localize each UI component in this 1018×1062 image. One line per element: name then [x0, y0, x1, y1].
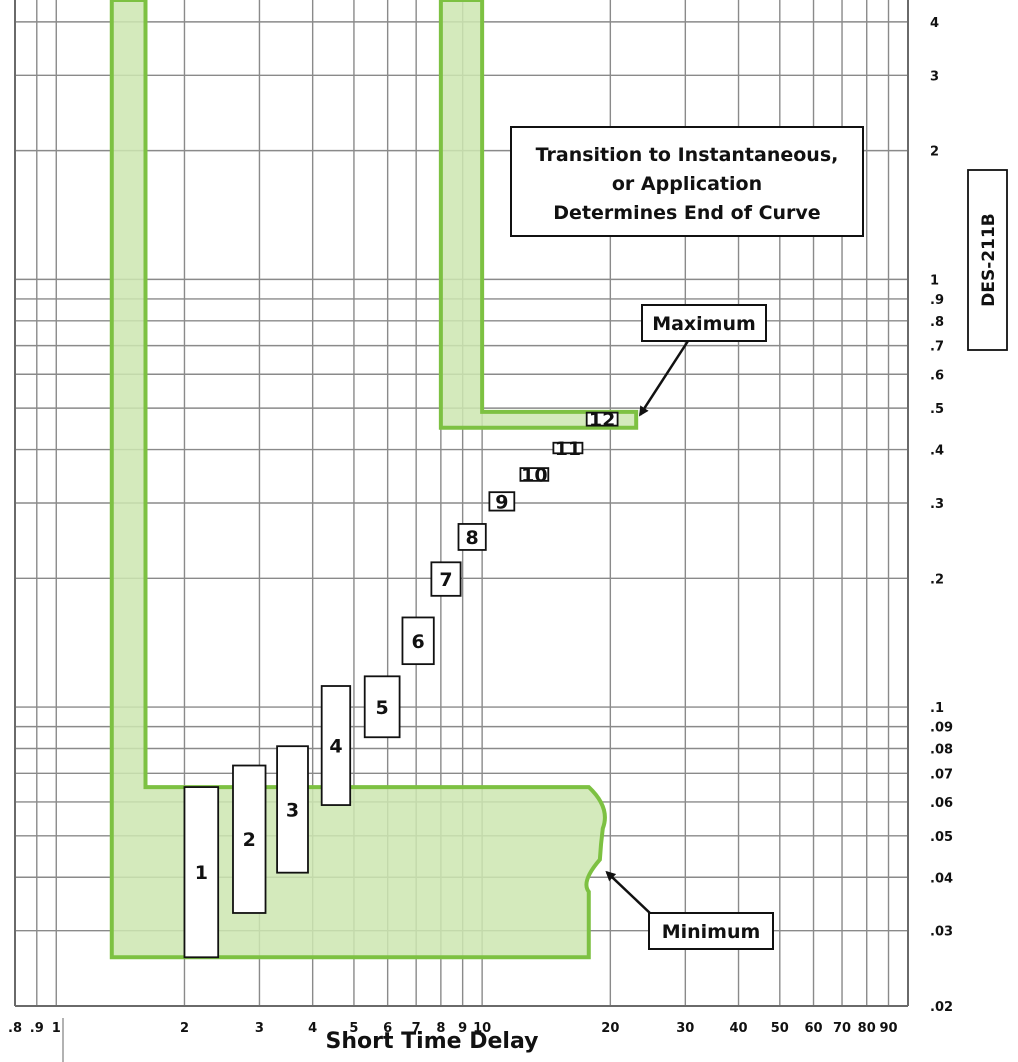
x-tick-label: 70	[833, 1021, 851, 1036]
setting-label-11: 11	[555, 438, 581, 460]
x-axis-ticks: .8 .9 1 2 3 4 5 6 7 8 9 10 20 30 40 50 60 70 80 90	[8, 1021, 898, 1036]
x-tick-label: 30	[676, 1021, 694, 1036]
x-tick-label: 2	[180, 1021, 189, 1036]
y-tick-label: .03	[930, 925, 953, 940]
x-axis-title: Short Time Delay	[326, 1029, 539, 1054]
y-tick-label: .5	[930, 402, 944, 417]
x-tick-label: 20	[601, 1021, 619, 1036]
y-tick-label: .09	[930, 721, 953, 736]
y-tick-label: .6	[930, 368, 944, 383]
setting-box-10	[519, 467, 550, 482]
minimum-arrow	[605, 870, 653, 916]
x-tick-label: 3	[255, 1021, 264, 1036]
x-tick-label: 9	[458, 1021, 467, 1036]
x-tick-label: 60	[804, 1021, 822, 1036]
setting-label-7: 7	[439, 569, 452, 591]
y-tick-label: .1	[930, 701, 944, 716]
note-transition-line-3: Determines End of Curve	[553, 202, 820, 224]
x-tick-label: .8	[8, 1021, 22, 1036]
setting-box-9	[488, 491, 516, 512]
setting-box-1	[183, 786, 220, 959]
y-tick-label: .07	[930, 767, 953, 782]
y-tick-label: .02	[930, 1000, 953, 1015]
setting-box-2	[232, 764, 267, 914]
y-tick-label: 3	[930, 69, 939, 84]
doc-id-box	[967, 169, 1008, 351]
setting-label-12: 12	[589, 409, 615, 431]
y-tick-label: .2	[930, 572, 944, 587]
x-tick-label: 40	[729, 1021, 747, 1036]
note-maximum: Maximum	[639, 304, 767, 417]
x-tick-label: 8	[436, 1021, 445, 1036]
bands	[109, 0, 639, 960]
setting-label-1: 1	[195, 862, 208, 884]
setting-label-6: 6	[412, 631, 425, 653]
x-tick-label: 5	[349, 1021, 358, 1036]
note-transition-line-2: or Application	[612, 173, 762, 195]
y-tick-label: .06	[930, 796, 953, 811]
y-tick-label: .9	[930, 293, 944, 308]
setting-box-12	[585, 411, 619, 427]
doc-id-tag: DES-211B	[967, 169, 1008, 351]
x-tick-label: 10	[473, 1021, 491, 1036]
setting-box-8	[457, 523, 487, 551]
maximum-box	[641, 304, 767, 342]
note-transition: Transition to Instantaneous, or Applicat…	[510, 126, 864, 237]
x-tick-label: .9	[30, 1021, 44, 1036]
x-tick-label: 90	[879, 1021, 897, 1036]
setting-box-5	[363, 675, 401, 739]
setting-label-3: 3	[286, 799, 299, 821]
note-transition-line-1: Transition to Instantaneous,	[536, 144, 839, 166]
y-tick-label: .05	[930, 830, 953, 845]
x-tick-label: 6	[383, 1021, 392, 1036]
trip-band-2	[438, 0, 639, 430]
y-tick-label: 2	[930, 145, 939, 160]
setting-label-2: 2	[243, 829, 256, 851]
y-axis-ticks: 4 3 2 1 .9 .8 .7 .6 .5 .4 .3 .2 .1 .09 .08 .07 .06 .05 .04…	[930, 16, 953, 1015]
setting-box-6	[401, 616, 435, 666]
setting-box-11	[552, 441, 584, 455]
minimum-label: Minimum	[662, 921, 761, 943]
y-tick-label: .3	[930, 497, 944, 512]
setting-box-4	[320, 685, 352, 806]
setting-label-5: 5	[376, 697, 389, 719]
note-transition-box	[510, 126, 864, 237]
doc-id-label: DES-211B	[979, 213, 999, 306]
y-tick-label: .4	[930, 444, 944, 459]
y-tick-label: .08	[930, 743, 953, 758]
maximum-label: Maximum	[652, 313, 756, 335]
maximum-arrow	[639, 340, 690, 417]
x-tick-label: 7	[412, 1021, 421, 1036]
y-tick-label: .04	[930, 871, 953, 886]
setting-label-10: 10	[521, 464, 547, 486]
y-tick-label: 1	[930, 273, 939, 288]
x-tick-label: 80	[858, 1021, 876, 1036]
x-tick-label: 1	[52, 1021, 61, 1036]
setting-label-9: 9	[495, 491, 508, 513]
note-minimum: Minimum	[605, 870, 774, 950]
x-tick-label: 4	[308, 1021, 317, 1036]
minimum-box	[648, 912, 774, 950]
y-tick-label: .8	[930, 315, 944, 330]
setting-label-4: 4	[329, 736, 342, 758]
x-tick-label: 50	[771, 1021, 789, 1036]
trip-band-1	[109, 0, 607, 960]
y-tick-label: .7	[930, 340, 944, 355]
setting-label-8: 8	[466, 527, 479, 549]
setting-box-3	[276, 745, 309, 874]
y-tick-label: 4	[930, 16, 939, 31]
setting-box-7	[430, 561, 462, 597]
